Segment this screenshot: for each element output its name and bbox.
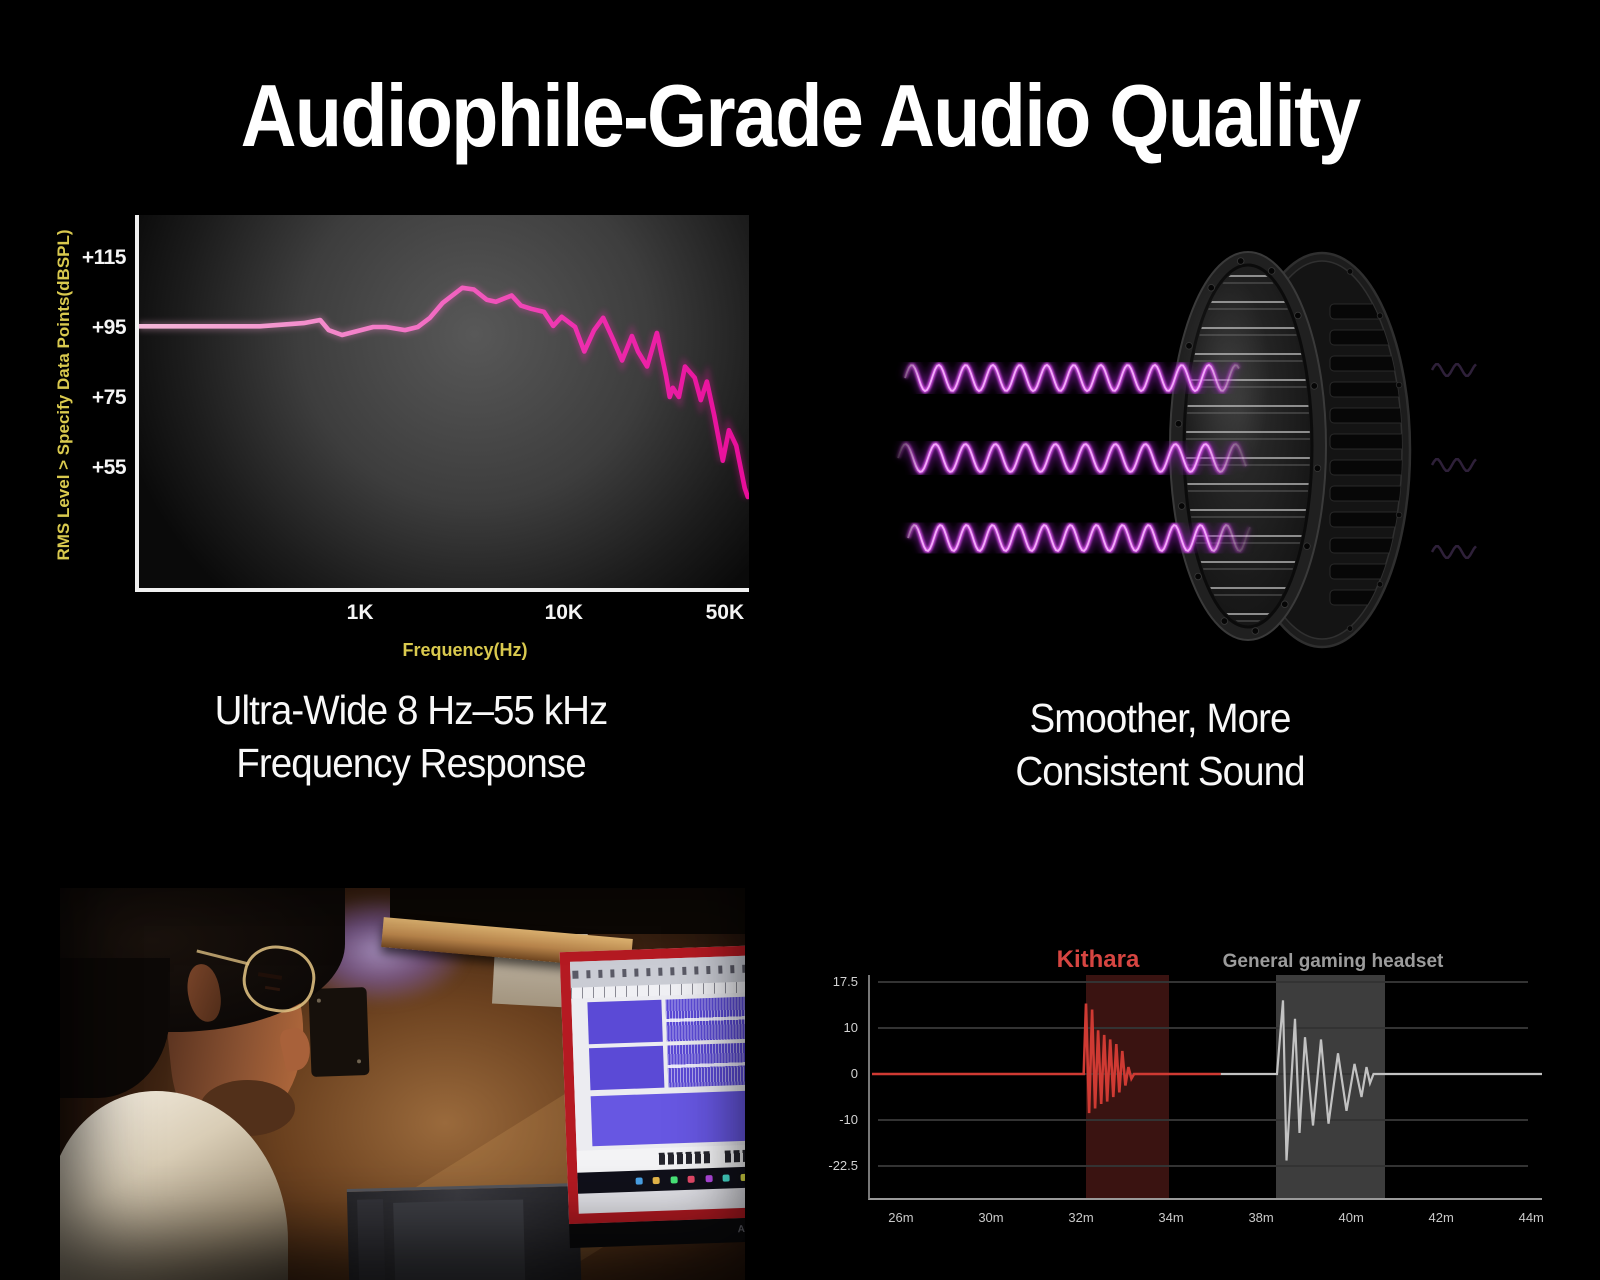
- bolt-hole: [1303, 542, 1311, 550]
- frequency-response-curve-svg: [139, 283, 749, 500]
- driver-front-bolt-holes: [1174, 257, 1322, 635]
- frequency-curve-glow: [139, 283, 749, 499]
- vent-slat: [1329, 563, 1402, 580]
- bolt-hole: [1237, 257, 1245, 265]
- y-tick-label: -10: [839, 1112, 858, 1127]
- page-title: Audiophile-Grade Audio Quality: [240, 65, 1362, 165]
- studio-photo: ASUS: [60, 888, 745, 1280]
- caption-line: Frequency Response: [236, 740, 586, 786]
- bolt-hole: [1310, 382, 1318, 390]
- wave-core: [907, 524, 1251, 552]
- bolt-hole: [1178, 502, 1186, 510]
- vent-slat: [1329, 329, 1402, 346]
- faint-exit-waves: [1430, 363, 1477, 559]
- y-tick-label: +75: [91, 386, 127, 409]
- caption-line: Ultra-Wide 8 Hz–55 kHz: [214, 687, 609, 733]
- caption-line: Consistent Sound: [1015, 748, 1305, 794]
- sound-wave: [903, 519, 1255, 557]
- x-tick-label: 30m: [978, 1210, 1004, 1225]
- vent-slat: [1329, 407, 1402, 424]
- y-tick-label: 17.5: [832, 974, 858, 989]
- caption-frequency-response: Ultra-Wide 8 Hz–55 kHz Frequency Respons…: [82, 684, 740, 790]
- legend-kithara: Kithara: [1056, 946, 1140, 973]
- vent-slat: [1329, 511, 1402, 528]
- planar-driver-illustration: [893, 251, 1477, 649]
- y-tick-label: +95: [91, 316, 127, 339]
- vent-slat: [1329, 459, 1402, 476]
- faint-wave: [1430, 458, 1477, 472]
- faint-wave: [1430, 363, 1477, 377]
- sound-wave: [893, 438, 1251, 478]
- x-tick-label: 44m: [1518, 1210, 1544, 1225]
- bolt-hole: [1194, 572, 1202, 581]
- x-tick-label: 10K: [544, 601, 584, 624]
- y-tick-label: 0: [850, 1066, 858, 1081]
- photo-vignette: [60, 888, 745, 1280]
- wave-core: [904, 363, 1240, 393]
- bolt-hole: [1251, 627, 1259, 635]
- series-kithara: [872, 1003, 1221, 1114]
- bolt-hole: [1346, 625, 1354, 632]
- decay-comparison-plot: [868, 975, 1542, 1200]
- faint-wave: [1430, 545, 1477, 559]
- vent-slat: [1329, 355, 1402, 372]
- decay-waveforms-svg: [872, 1000, 1542, 1161]
- y-tick-label: +115: [81, 246, 127, 269]
- vent-slat: [1329, 537, 1402, 554]
- bolt-hole: [1376, 581, 1384, 588]
- frequency-chart-x-axis-title: Frequency(Hz): [402, 640, 528, 660]
- driver-back-bolt-holes: [1346, 268, 1403, 632]
- y-tick-label: 10: [843, 1020, 858, 1035]
- x-tick-label: 50K: [705, 601, 745, 624]
- frequency-curve: [139, 285, 749, 500]
- gridline: [878, 1119, 1528, 1121]
- y-tick-label: +55: [91, 456, 127, 479]
- x-tick-label: 34m: [1158, 1210, 1184, 1225]
- bolt-hole: [1395, 381, 1403, 389]
- bolt-hole: [1346, 268, 1354, 275]
- caption-consistent-sound: Smoother, More Consistent Sound: [831, 692, 1489, 798]
- sound-waves: [893, 358, 1255, 557]
- vent-slat: [1329, 433, 1402, 450]
- bolt-hole: [1174, 420, 1183, 428]
- x-tick-label: 26m: [888, 1210, 914, 1225]
- vent-slat: [1329, 485, 1402, 502]
- y-tick-label: -22.5: [828, 1158, 858, 1173]
- bolt-hole: [1185, 342, 1193, 350]
- bolt-hole: [1267, 267, 1276, 275]
- sound-wave: [900, 358, 1244, 398]
- bolt-hole: [1281, 600, 1289, 608]
- x-tick-label: 42m: [1428, 1210, 1454, 1225]
- gridline: [878, 1165, 1528, 1167]
- bolt-hole: [1313, 464, 1322, 472]
- driver-vent-slats: [1329, 303, 1402, 606]
- gridline: [878, 981, 1528, 983]
- x-tick-label: 1K: [346, 601, 374, 624]
- bolt-hole: [1376, 312, 1384, 319]
- series-general-gaming-headset: [1220, 1000, 1542, 1161]
- wave-core: [897, 443, 1247, 473]
- x-tick-label: 38m: [1248, 1210, 1274, 1225]
- frequency-response-plot: [135, 215, 749, 592]
- gridline: [878, 1027, 1528, 1029]
- x-tick-label: 32m: [1068, 1210, 1094, 1225]
- caption-line: Smoother, More: [1029, 695, 1291, 741]
- bolt-hole: [1207, 284, 1215, 292]
- bolt-hole: [1220, 617, 1229, 625]
- x-tick-label: 40m: [1338, 1210, 1364, 1225]
- vent-slat: [1329, 381, 1402, 398]
- general-highlight: [1275, 975, 1385, 1198]
- legend-general-headset: General gaming headset: [1222, 951, 1444, 972]
- bolt-hole: [1395, 511, 1403, 519]
- bolt-hole: [1294, 311, 1302, 320]
- frequency-chart-y-axis-title: RMS Level > Specify Data Points(dBSPL): [54, 229, 73, 561]
